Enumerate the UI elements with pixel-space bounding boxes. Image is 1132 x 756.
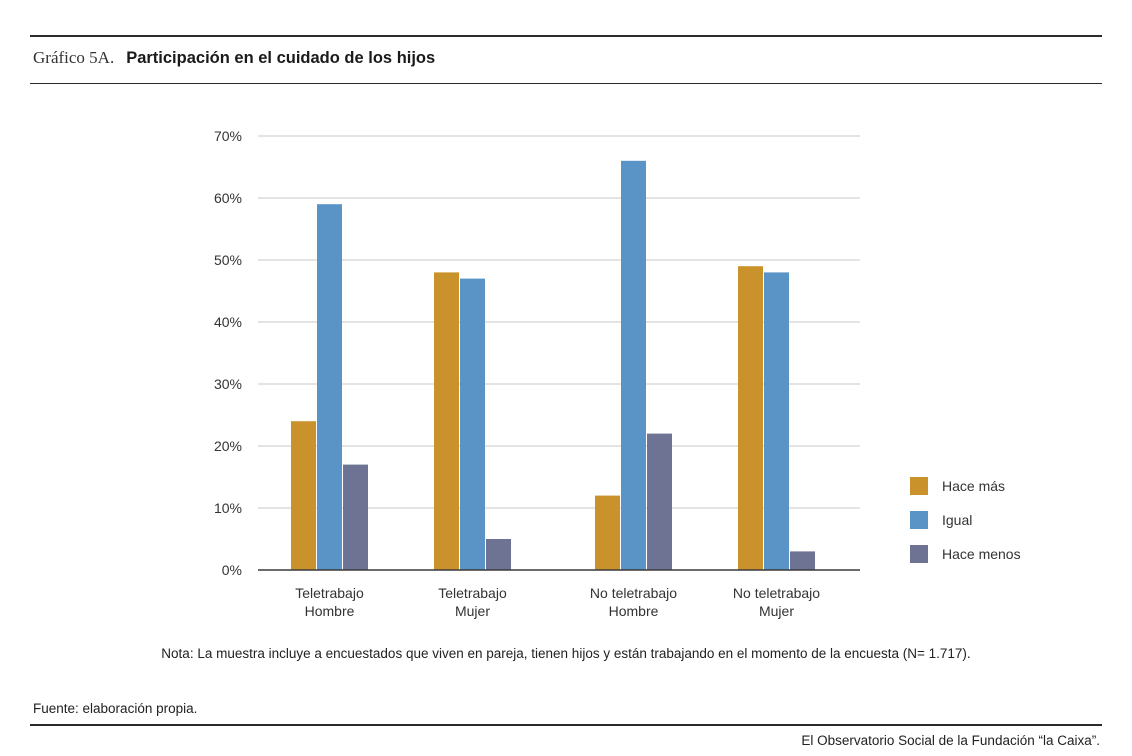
bar-4-3: [790, 551, 815, 570]
legend-swatch: [910, 511, 928, 529]
y-tick-label: 20%: [214, 438, 242, 454]
x-tick-label: No teletrabajo: [590, 585, 677, 601]
y-tick-label: 0%: [222, 562, 242, 578]
chart-title: Participación en el cuidado de los hijos: [126, 49, 436, 67]
x-tick-label: Teletrabajo: [438, 585, 507, 601]
x-tick-label: Hombre: [305, 603, 355, 619]
y-tick-label: 50%: [214, 252, 242, 268]
figure-header: Gráfico 5A. Participación en el cuidado …: [33, 48, 435, 74]
x-tick-label: Mujer: [455, 603, 490, 619]
bar-2-3: [486, 539, 511, 570]
x-tick-label: No teletrabajo: [733, 585, 820, 601]
bar-3-2: [621, 160, 646, 571]
y-tick-label: 30%: [214, 376, 242, 392]
bar-2-2: [460, 278, 485, 570]
bar-4-2: [764, 272, 789, 570]
legend-swatch: [910, 477, 928, 495]
bar-2-1: [434, 272, 459, 570]
bar-1-3: [343, 464, 368, 570]
y-tick-label: 10%: [214, 500, 242, 516]
x-tick-label: Teletrabajo: [295, 585, 364, 601]
bar-1-2: [317, 204, 342, 570]
y-tick-label: 60%: [214, 190, 242, 206]
bar-3-1: [595, 495, 620, 570]
header-rule: [30, 83, 1102, 84]
publisher-credit: El Observatorio Social de la Fundación “…: [801, 733, 1100, 748]
figure-label: Gráfico 5A.: [33, 48, 115, 67]
bar-3-3: [647, 433, 672, 570]
bar-4-1: [738, 266, 763, 570]
y-tick-label: 70%: [214, 128, 242, 144]
legend-swatch: [910, 545, 928, 563]
x-tick-label: Hombre: [609, 603, 659, 619]
bar-1-1: [291, 421, 316, 570]
legend-label: Igual: [942, 512, 972, 528]
chart-note: Nota: La muestra incluye a encuestados q…: [161, 646, 971, 661]
bar-chart: 0% 10% 20% 30% 40% 50% 60% 70% Teletrabajo Hombre…: [214, 128, 1021, 619]
x-tick-label: Mujer: [759, 603, 794, 619]
legend-label: Hace menos: [942, 546, 1021, 562]
chart-source: Fuente: elaboración propia.: [33, 701, 198, 716]
bottom-rule: [30, 724, 1102, 726]
y-tick-label: 40%: [214, 314, 242, 330]
legend-label: Hace más: [942, 478, 1005, 494]
top-rule: [30, 35, 1102, 37]
